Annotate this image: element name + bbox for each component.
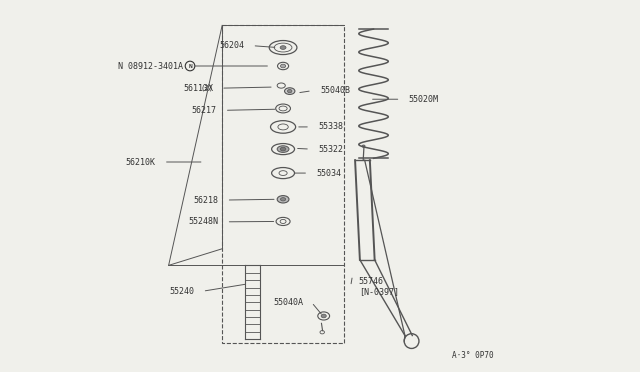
Text: N 08912-3401A: N 08912-3401A [118,61,184,71]
Text: 56217: 56217 [191,106,216,115]
Ellipse shape [277,146,289,153]
Text: 55040B: 55040B [320,86,350,95]
Ellipse shape [280,46,286,49]
Ellipse shape [280,198,285,201]
Text: N: N [188,64,192,68]
Text: A·3° 0P70: A·3° 0P70 [452,350,493,359]
Text: 55746
[N-0397]: 55746 [N-0397] [359,277,399,296]
Ellipse shape [362,145,365,147]
Text: 56204: 56204 [220,41,244,50]
Ellipse shape [285,88,295,94]
Text: (2): (2) [200,84,213,91]
Text: 56218: 56218 [193,196,218,205]
Text: 56210K: 56210K [125,157,156,167]
Ellipse shape [277,196,289,203]
Text: 56113X: 56113X [183,84,213,93]
Ellipse shape [287,89,292,93]
Text: 55040A: 55040A [273,298,303,307]
Text: 55034: 55034 [316,169,341,177]
Text: 55338: 55338 [318,122,343,131]
Ellipse shape [280,64,285,68]
Ellipse shape [280,147,286,151]
Text: 55322: 55322 [318,145,343,154]
Text: 55020M: 55020M [408,95,438,104]
Text: 55248N: 55248N [188,217,218,226]
Ellipse shape [321,314,326,318]
Text: 55240: 55240 [170,287,195,296]
